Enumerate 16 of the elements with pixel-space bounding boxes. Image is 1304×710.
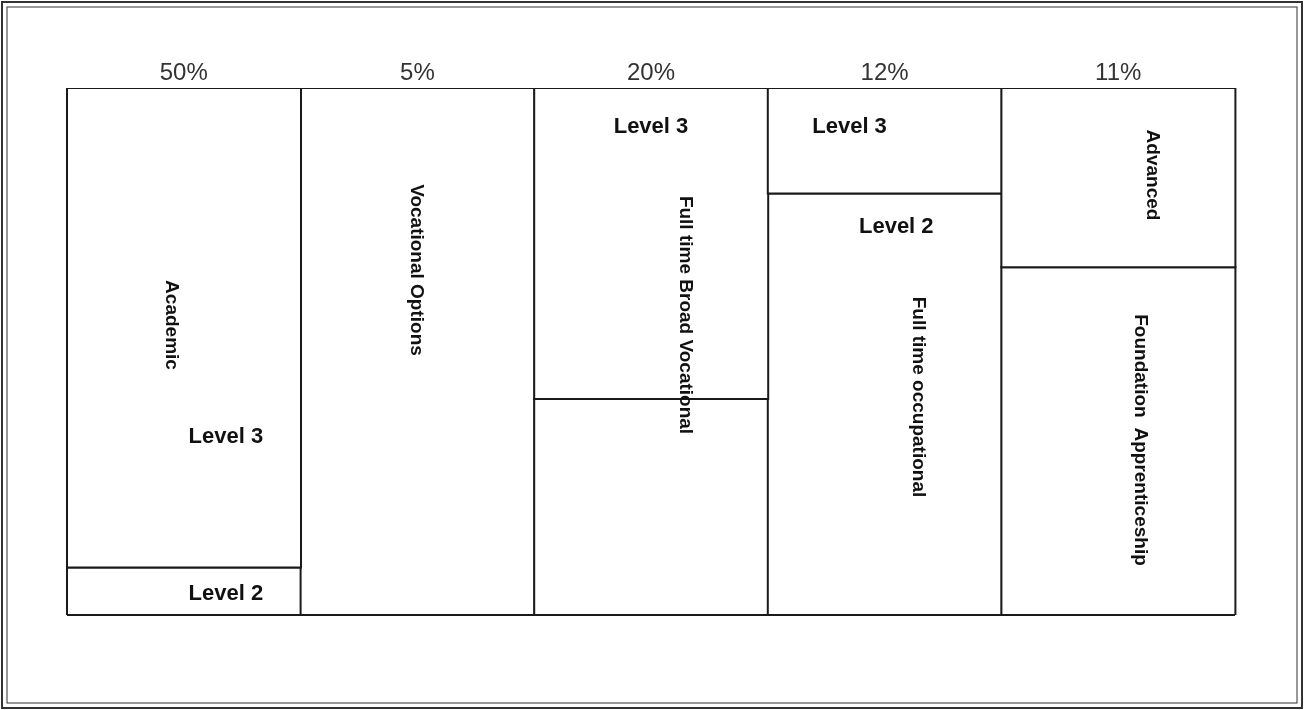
x-tick-label: 11% bbox=[1095, 58, 1142, 85]
annotation: Level 3 bbox=[812, 112, 887, 138]
annotation: Level 3 bbox=[613, 112, 689, 138]
x-tick-label: 50% bbox=[159, 58, 208, 85]
annotation: Full time Broad Vocational bbox=[675, 195, 697, 435]
x-tick-label: 12% bbox=[860, 58, 909, 85]
annotation: Academic bbox=[161, 280, 183, 371]
x-tick-label: 5% bbox=[400, 58, 435, 85]
annotation: Level 2 bbox=[188, 579, 264, 605]
annotation: Level 2 bbox=[858, 212, 934, 238]
x-tick-label: 20% bbox=[626, 58, 676, 85]
annotation: Foundation Apprenticeship bbox=[1131, 314, 1153, 566]
annotation: Vocational Options bbox=[406, 184, 428, 356]
annotation: Full time occupational bbox=[909, 296, 931, 498]
annotation: Level 3 bbox=[188, 422, 264, 448]
annotation: Advanced bbox=[1142, 129, 1164, 221]
